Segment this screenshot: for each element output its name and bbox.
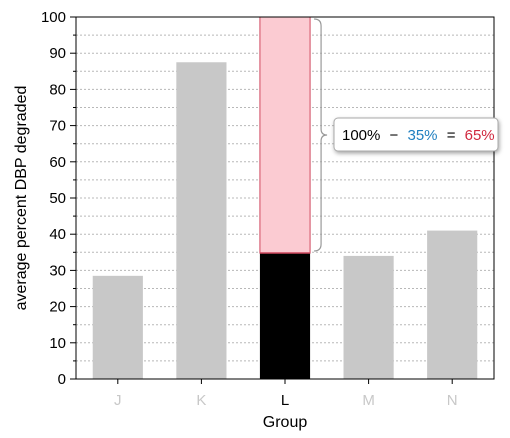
x-tick-label: J (114, 392, 122, 409)
y-tick-label: 0 (58, 371, 66, 388)
y-tick-label: 10 (49, 335, 66, 352)
x-tick-labels: J K L M N (114, 379, 458, 409)
y-tick-label: 60 (49, 154, 66, 171)
y-tick-label: 80 (49, 81, 66, 98)
x-tick-label: K (196, 392, 206, 409)
y-axis-label: average percent DBP degraded (13, 86, 30, 311)
y-tick-labels: 0 10 20 30 40 50 60 70 80 90 100 (41, 9, 76, 388)
bar-m (343, 255, 394, 379)
bar-j (92, 275, 143, 379)
bar-n (427, 230, 478, 379)
bars (92, 16, 478, 379)
callout-text: 100% − 35% = 65% (342, 127, 495, 144)
callout-part: 35% (407, 127, 437, 144)
bar-l (259, 253, 311, 379)
x-tick-label: M (362, 392, 375, 409)
y-tick-label: 50 (49, 190, 66, 207)
y-tick-label: 40 (49, 226, 66, 243)
bar-k (176, 62, 227, 379)
callout-minus: − (390, 127, 399, 144)
remainder-segment (259, 16, 311, 254)
remainder-brace (314, 18, 328, 252)
y-tick-label: 100 (41, 9, 66, 26)
y-tick-label: 20 (49, 299, 66, 316)
callout-box (333, 117, 499, 152)
y-tick-label: 30 (49, 262, 66, 279)
callout-total: 100% (342, 127, 380, 144)
brace-path (314, 18, 328, 252)
x-axis-label: Group (263, 414, 308, 431)
y-tick-label: 90 (49, 45, 66, 62)
callout-equals: = (447, 127, 456, 144)
y-tick-label: 70 (49, 118, 66, 135)
x-tick-label: N (447, 392, 458, 409)
callout-result: 65% (465, 127, 495, 144)
difference-callout: 100% − 35% = 65% (333, 117, 499, 152)
x-tick-label: L (281, 392, 289, 409)
